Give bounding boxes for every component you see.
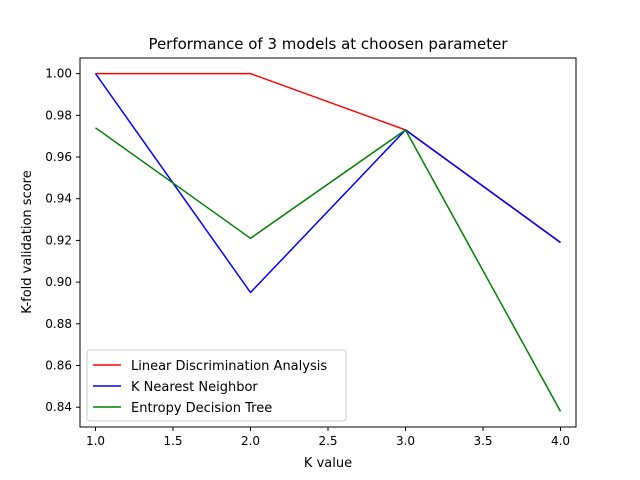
legend-label-2: K Nearest Neighbor (131, 380, 258, 395)
y-tick-label: 0.96 (45, 150, 72, 164)
x-axis-ticks: 1.0 1.5 2.0 2.5 3.0 3.5 4.0 (86, 427, 570, 448)
x-tick-label: 2.0 (241, 434, 260, 448)
series-layer (94, 72, 562, 412)
legend-box (86, 349, 347, 422)
y-axis-ticks: 0.84 0.86 0.88 0.90 0.92 0.94 0.96 0.98 1.00 (45, 67, 80, 414)
series-line-2 (94, 73, 561, 294)
y-tick-label: 0.92 (45, 233, 72, 247)
y-axis-label: K-fold validation score (20, 170, 35, 313)
y-tick-label: 0.88 (45, 317, 72, 331)
legend-label-1: Linear Discrimination Analysis (131, 359, 327, 374)
y-tick-label: 0.98 (45, 108, 72, 122)
x-axis-label: K value (304, 456, 352, 471)
legend-label-3: Entropy Decision Tree (131, 401, 272, 416)
y-tick-label: 0.86 (45, 359, 72, 373)
x-tick-label: 1.0 (86, 434, 105, 448)
y-tick-label: 0.94 (45, 192, 72, 206)
legend: Linear Discrimination Analysis K Nearest … (86, 349, 347, 422)
y-tick-label: 0.84 (45, 400, 72, 414)
x-tick-label: 1.5 (163, 434, 182, 448)
series-line-1 (95, 72, 561, 244)
series-line-3 (95, 127, 562, 412)
y-tick-label: 0.90 (45, 275, 72, 289)
chart-title: Performance of 3 models at choosen param… (148, 35, 508, 53)
x-tick-label: 3.0 (396, 434, 415, 448)
x-tick-label: 3.5 (473, 434, 492, 448)
x-tick-label: 4.0 (551, 434, 570, 448)
y-tick-label: 1.00 (45, 67, 72, 81)
x-tick-label: 2.5 (318, 434, 337, 448)
